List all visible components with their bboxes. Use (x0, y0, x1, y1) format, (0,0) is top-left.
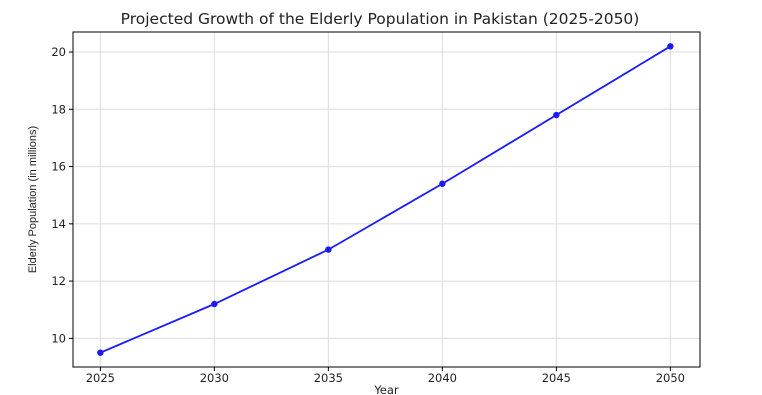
x-tick-label: 2045 (542, 371, 571, 385)
data-point (667, 43, 674, 50)
y-tick-label: 12 (51, 274, 66, 288)
x-tick-label: 2025 (86, 371, 115, 385)
y-tick-label: 10 (51, 331, 66, 345)
grid (73, 32, 700, 367)
chart-title: Projected Growth of the Elderly Populati… (121, 10, 640, 28)
data-point (325, 246, 332, 253)
y-tick-label: 14 (51, 217, 66, 231)
series-line (100, 45, 671, 354)
series-line-layer (97, 43, 674, 356)
data-point (553, 111, 560, 119)
x-tick-label: 2030 (200, 371, 229, 385)
x-tick-label: 2050 (656, 371, 685, 385)
axis-ticks: 2025 2030 2035 2040 2045 2050 10 12 14 16 18 20 (51, 45, 685, 385)
data-point (97, 349, 104, 356)
data-point (439, 180, 446, 187)
y-tick-label: 18 (51, 102, 66, 116)
y-axis-label: Elderly Population (in millions) (27, 126, 39, 273)
x-axis-label: Year (373, 383, 399, 395)
plot-frame (72, 31, 701, 368)
x-tick-label: 2035 (314, 371, 343, 385)
y-tick-label: 20 (51, 45, 66, 59)
x-tick-label: 2040 (428, 371, 457, 385)
y-tick-label: 16 (51, 160, 66, 174)
data-point (211, 300, 218, 308)
